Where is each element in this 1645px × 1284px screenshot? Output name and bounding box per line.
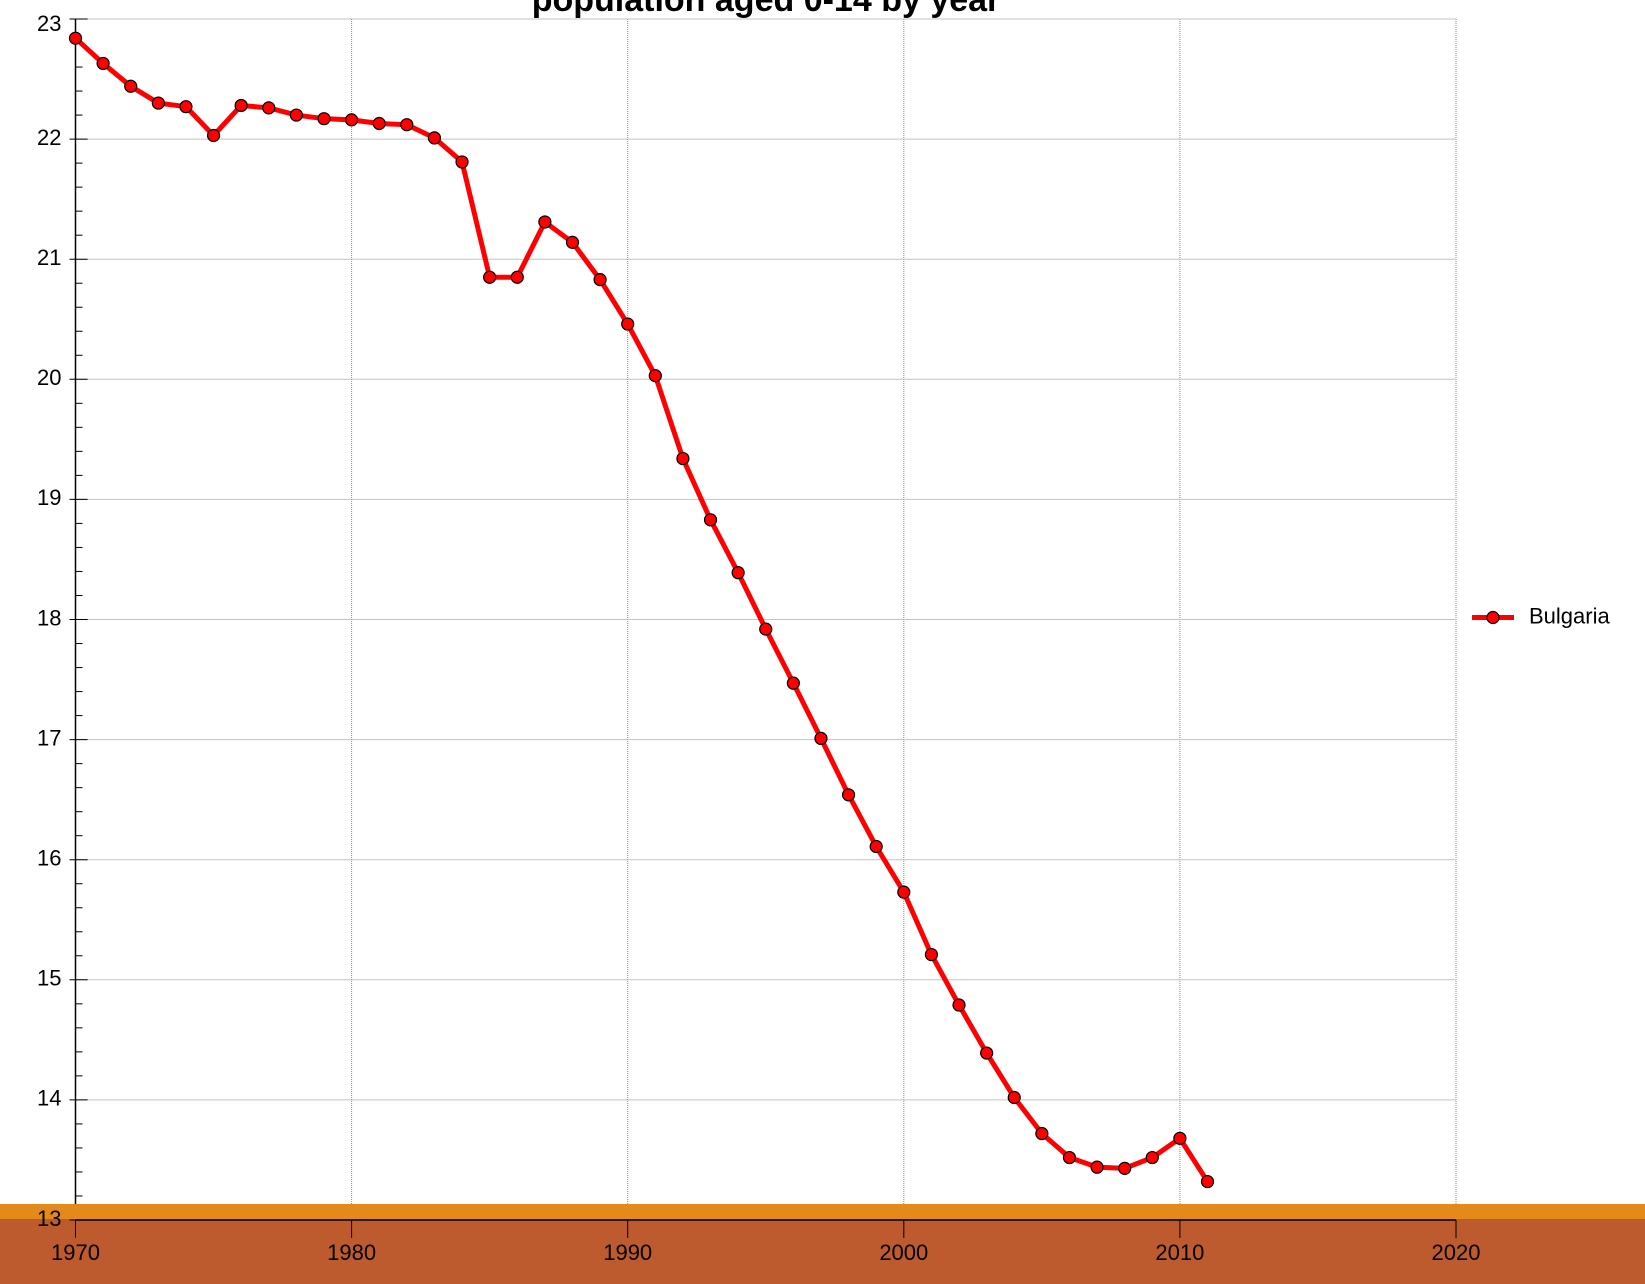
y-tick-label: 16 — [37, 846, 61, 871]
data-point — [1062, 1150, 1077, 1165]
data-point — [151, 96, 165, 110]
data-point — [841, 788, 856, 802]
data-point — [1173, 1131, 1187, 1145]
data-point — [289, 108, 303, 122]
x-tick-label: 2000 — [879, 1240, 928, 1265]
data-point — [234, 98, 248, 113]
y-tick-label: 22 — [37, 125, 61, 150]
legend-label: Bulgaria — [1529, 603, 1610, 628]
data-point — [786, 676, 800, 690]
data-point — [1035, 1126, 1049, 1141]
x-tick-label: 2020 — [1432, 1240, 1481, 1265]
y-tick-label: 15 — [37, 966, 61, 991]
data-point — [759, 622, 773, 636]
data-point — [483, 270, 497, 284]
x-tick-label: 1990 — [603, 1240, 652, 1265]
data-point — [455, 155, 469, 169]
x-tick-label: 1980 — [327, 1240, 376, 1265]
data-point — [317, 112, 331, 126]
data-point — [648, 369, 662, 383]
data-point — [593, 273, 607, 287]
data-point — [68, 31, 83, 45]
data-point — [897, 885, 911, 899]
data-point — [676, 451, 690, 466]
data-point — [621, 317, 635, 331]
data-point — [510, 270, 524, 284]
legend-marker — [1486, 610, 1500, 625]
data-point — [179, 100, 193, 114]
y-tick-label: 21 — [37, 245, 61, 270]
data-point — [1118, 1161, 1132, 1175]
data-point — [980, 1046, 994, 1060]
data-point — [538, 215, 552, 229]
taskbar-body — [0, 1219, 1645, 1284]
data-point — [206, 128, 221, 143]
y-tick-label: 13 — [37, 1206, 61, 1231]
y-tick-label: 18 — [37, 605, 61, 630]
data-point — [400, 118, 414, 132]
data-point — [952, 998, 966, 1012]
data-point — [703, 513, 718, 527]
data-point — [427, 131, 442, 145]
y-tick-label: 19 — [37, 485, 61, 510]
data-point — [372, 116, 386, 131]
x-tick-label: 1970 — [51, 1240, 100, 1265]
data-point — [814, 731, 828, 745]
data-point — [262, 101, 276, 115]
data-point — [924, 947, 939, 962]
data-point — [869, 839, 883, 854]
chart-title: population aged 0-14 by year — [532, 0, 1001, 19]
y-tick-label: 14 — [37, 1086, 61, 1111]
data-point — [1090, 1160, 1104, 1174]
taskbar — [0, 1204, 1645, 1284]
data-point — [1007, 1090, 1021, 1105]
y-tick-label: 20 — [37, 365, 61, 390]
data-point — [731, 566, 745, 580]
data-point — [124, 79, 138, 93]
data-point — [1200, 1174, 1215, 1189]
data-point — [345, 113, 359, 127]
data-point — [96, 56, 110, 71]
y-tick-label: 23 — [37, 11, 61, 36]
taskbar-edge — [0, 1204, 1645, 1220]
y-tick-label: 17 — [37, 725, 61, 750]
data-point — [565, 235, 580, 249]
data-point — [1145, 1150, 1159, 1165]
x-tick-label: 2010 — [1155, 1240, 1204, 1265]
